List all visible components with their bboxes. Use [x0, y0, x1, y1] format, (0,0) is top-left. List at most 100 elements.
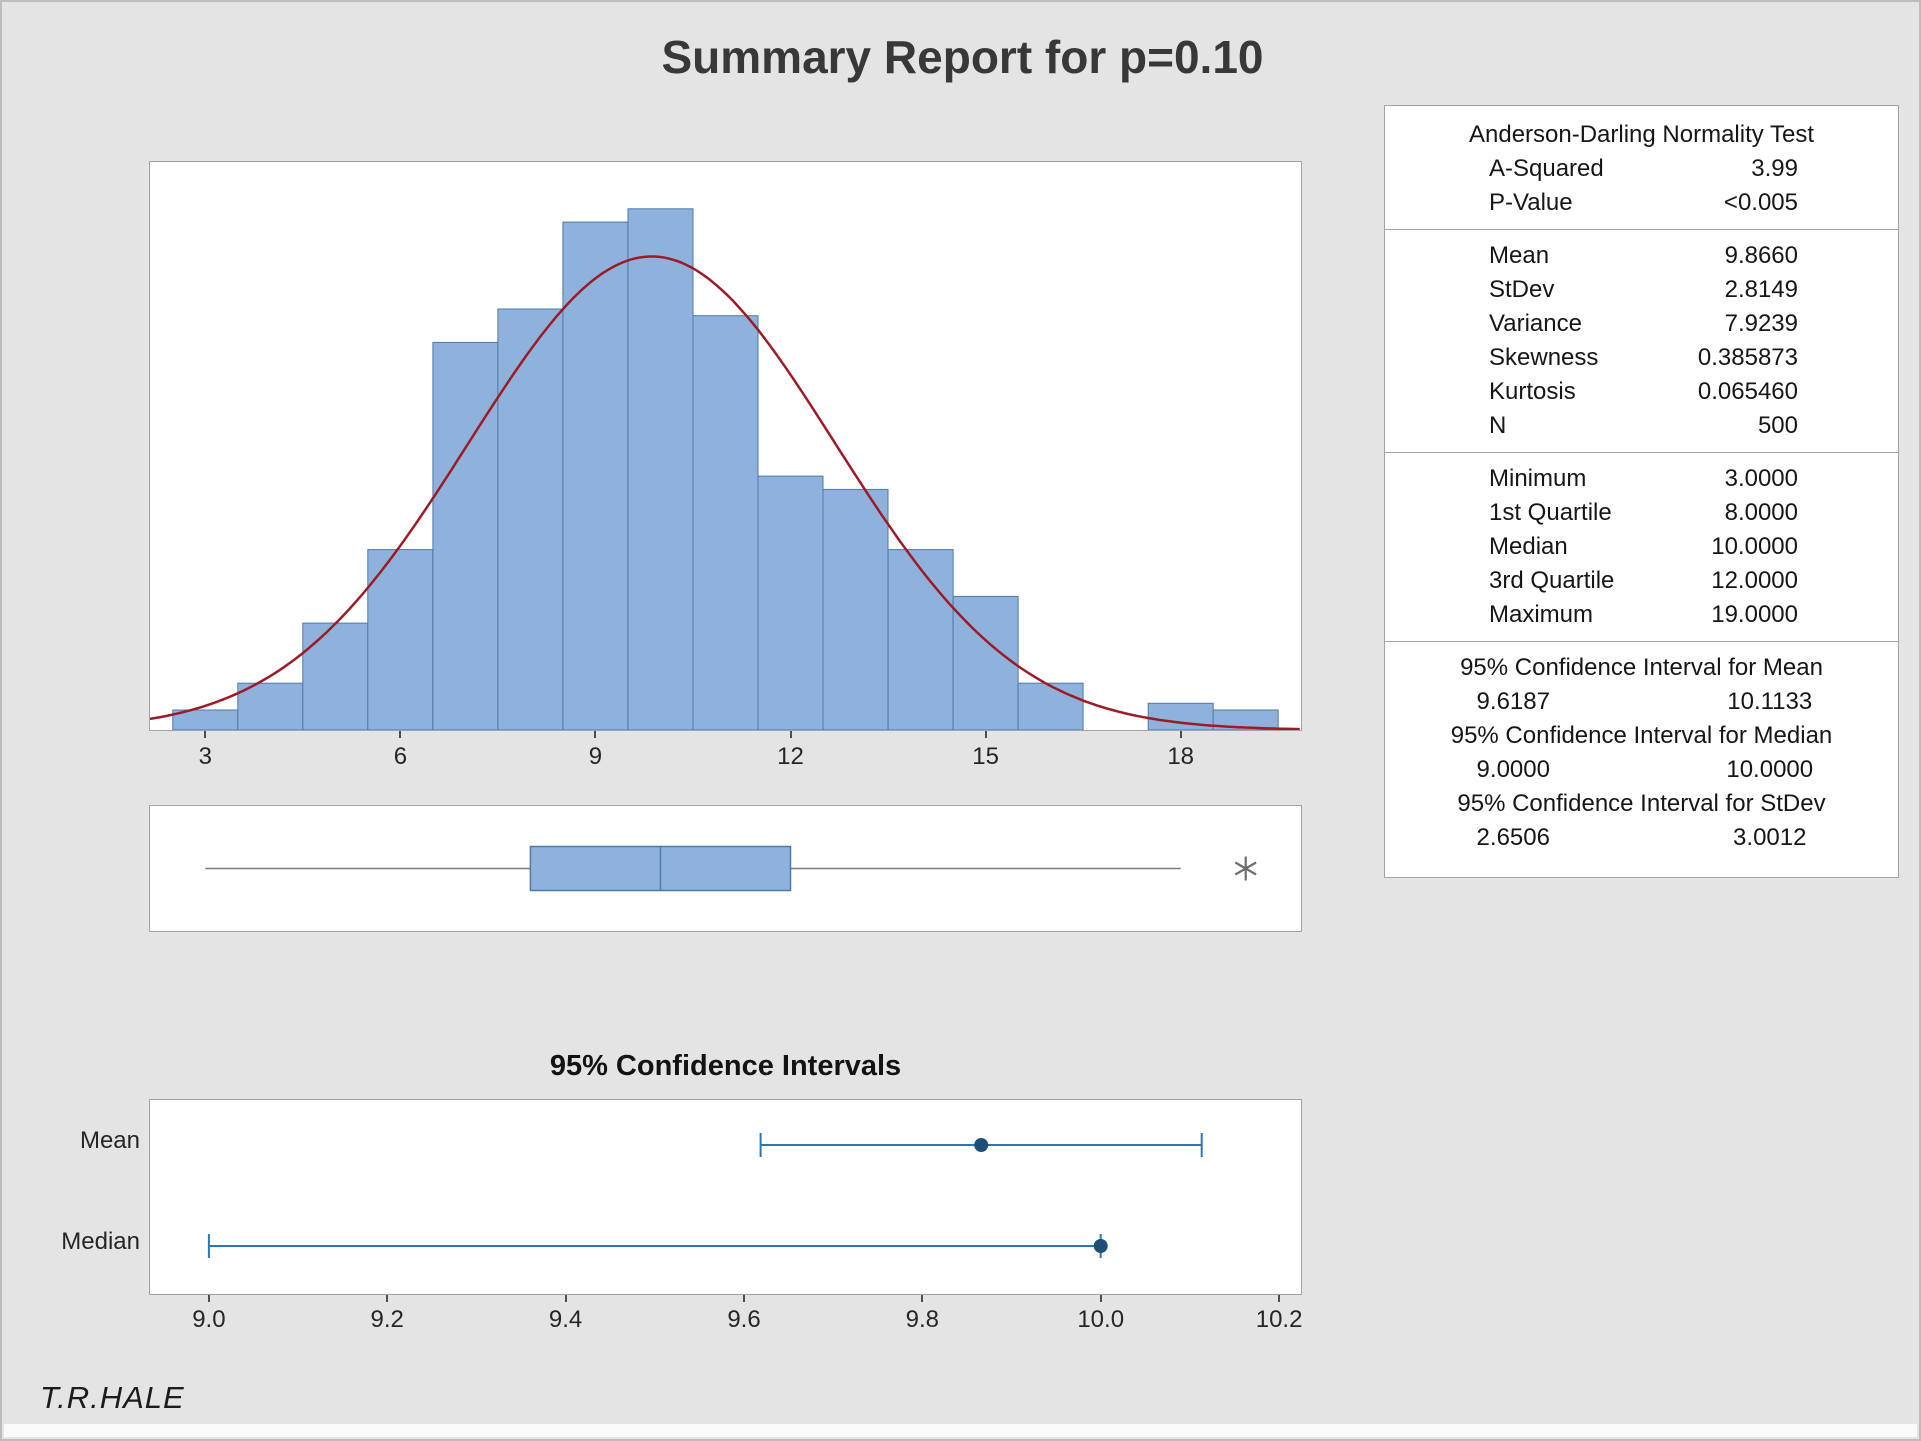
histogram-bar	[432, 341, 499, 730]
stat-label: Mean	[1489, 242, 1550, 269]
stat-row: Median 10.0000	[1385, 530, 1898, 564]
stat-value: 7.9239	[1724, 310, 1798, 337]
stat-label: Minimum	[1489, 465, 1587, 492]
ci-point	[974, 1138, 989, 1152]
stat-label: Maximum	[1489, 601, 1594, 628]
x-tick-label: 12	[777, 743, 804, 770]
ci-y-label: Median	[61, 1228, 140, 1255]
stat-value: 0.065460	[1697, 378, 1798, 405]
ci-lower: 9.0000	[1476, 756, 1550, 783]
ci-plot-title: 95% Confidence Intervals	[549, 1050, 902, 1082]
stat-value: 8.0000	[1724, 499, 1798, 526]
stat-value: 2.8149	[1724, 276, 1798, 303]
x-tick-label: 9.6	[727, 1306, 761, 1333]
ci-point	[1093, 1239, 1108, 1253]
x-tick-mark	[921, 1295, 924, 1302]
boxplot-chart	[150, 806, 1301, 931]
stat-value: 3.99	[1751, 155, 1798, 182]
stat-label: 1st Quartile	[1489, 499, 1612, 526]
x-tick-mark	[1099, 1295, 1102, 1302]
bottom-strip	[4, 1424, 1917, 1437]
stat-label: Kurtosis	[1489, 378, 1576, 405]
x-tick-label: 9.8	[905, 1306, 939, 1333]
stat-label: Median	[1489, 533, 1568, 560]
stat-label: 3rd Quartile	[1489, 567, 1615, 594]
stat-row: P-Value <0.005	[1385, 186, 1898, 220]
x-tick-label: 3	[198, 743, 212, 770]
stat-row: 3rd Quartile 12.0000	[1385, 564, 1898, 598]
x-tick-mark	[594, 731, 597, 738]
x-tick-mark	[1278, 1295, 1281, 1302]
normality-test-title: Anderson-Darling Normality Test	[1468, 121, 1815, 148]
histogram-bar	[367, 549, 434, 730]
ci-upper: 3.0012	[1733, 824, 1807, 851]
stat-value: 500	[1757, 412, 1798, 439]
x-tick-label: 9.2	[370, 1306, 404, 1333]
stat-value: 3.0000	[1724, 465, 1798, 492]
histogram-bar	[627, 208, 694, 730]
stats-panel: Anderson-Darling Normality Test A-Square…	[1384, 105, 1899, 878]
descriptive-stats-rows: Mean 9.8660 StDev 2.8149 Variance 7.9239 Skewn…	[1385, 239, 1898, 443]
x-tick-mark	[207, 1295, 210, 1302]
stat-label: N	[1489, 412, 1507, 439]
histogram-bar	[1017, 682, 1084, 730]
x-tick-mark	[399, 731, 402, 738]
x-tick-label: 6	[393, 743, 408, 770]
stat-row: Mean 9.8660	[1385, 239, 1898, 273]
stat-row: Maximum 19.0000	[1385, 598, 1898, 632]
ci-group-title: 95% Confidence Interval for StDev	[1457, 790, 1826, 817]
stat-row: Kurtosis 0.065460	[1385, 375, 1898, 409]
x-tick-mark	[1179, 731, 1182, 738]
histogram-bar	[692, 315, 759, 730]
ci-values-row: 9.6187 10.1133	[1385, 685, 1898, 719]
histogram-bar	[302, 622, 369, 730]
ci-values-row: 2.6506 3.0012	[1385, 821, 1898, 855]
x-tick-mark	[789, 731, 792, 738]
watermark: T.R.HALE	[40, 1380, 185, 1415]
x-tick-label: 15	[972, 743, 999, 770]
ci-lower: 2.6506	[1476, 824, 1550, 851]
stat-label: Variance	[1489, 310, 1582, 337]
stat-row: 1st Quartile 8.0000	[1385, 496, 1898, 530]
quantiles-section: Minimum 3.0000 1st Quartile 8.0000 Median 10.…	[1385, 452, 1898, 641]
histogram-panel	[149, 161, 1302, 731]
stat-row: Minimum 3.0000	[1385, 462, 1898, 496]
ci-lower: 9.6187	[1476, 688, 1550, 715]
ci-values-row: 9.0000 10.0000	[1385, 753, 1898, 787]
stat-value: 12.0000	[1711, 567, 1798, 594]
histogram-bar	[887, 549, 954, 730]
stat-label: StDev	[1489, 276, 1555, 303]
x-tick-label: 18	[1167, 743, 1195, 770]
x-tick-mark	[743, 1295, 745, 1302]
histogram-bar	[822, 488, 889, 730]
x-tick-label: 10.2	[1255, 1306, 1303, 1333]
histogram-bar	[237, 682, 304, 730]
ci-upper: 10.0000	[1726, 756, 1814, 783]
x-tick-mark	[204, 731, 207, 738]
stat-label: Skewness	[1489, 344, 1599, 371]
stat-value: <0.005	[1723, 189, 1798, 216]
stat-value: 10.0000	[1711, 533, 1798, 560]
x-tick-mark	[386, 1295, 389, 1302]
ci-upper: 10.1133	[1727, 688, 1813, 715]
stat-value: 0.385873	[1697, 344, 1798, 371]
quantiles-rows: Minimum 3.0000 1st Quartile 8.0000 Median 10.…	[1385, 462, 1898, 632]
stat-row: N 500	[1385, 409, 1898, 443]
confidence-intervals-section: 95% Confidence Interval for Mean 9.6187 10…	[1385, 641, 1898, 864]
stat-row: StDev 2.8149	[1385, 273, 1898, 307]
histogram-bar	[757, 475, 824, 730]
histogram-chart	[150, 162, 1301, 730]
histogram-bar	[1212, 709, 1279, 730]
x-tick-label: 9.4	[548, 1306, 583, 1333]
ci-plot-chart	[150, 1100, 1301, 1294]
ci-y-label: Mean	[79, 1127, 140, 1154]
x-tick-mark	[564, 1295, 567, 1302]
x-tick-label: 9	[588, 743, 603, 770]
stat-row: A-Squared 3.99	[1385, 152, 1898, 186]
normality-test-rows: A-Squared 3.99 P-Value <0.005	[1385, 152, 1898, 220]
normality-test-section: Anderson-Darling Normality Test A-Square…	[1385, 109, 1898, 229]
stat-row: Skewness 0.385873	[1385, 341, 1898, 375]
x-tick-mark	[984, 731, 987, 738]
x-tick-label: 9.0	[192, 1306, 226, 1333]
